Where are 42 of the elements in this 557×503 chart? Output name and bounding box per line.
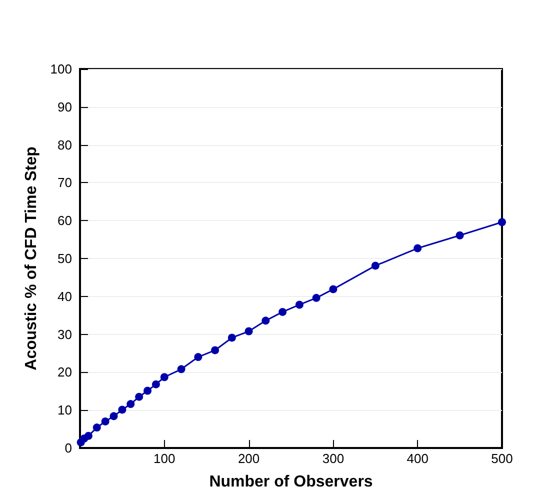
- y-tick-label: 20: [58, 364, 72, 380]
- point: [160, 373, 168, 382]
- y-axis-title: Acoustic % of CFD Time Step: [22, 146, 40, 370]
- point: [135, 392, 144, 401]
- point: [312, 294, 320, 302]
- point: [211, 346, 220, 354]
- point: [92, 424, 101, 432]
- point: [262, 316, 270, 325]
- x-tick-label: 300: [322, 451, 344, 466]
- point: [126, 400, 135, 408]
- y-tick-label: 40: [58, 288, 72, 304]
- y-tick-label: 100: [50, 62, 72, 76]
- y-tick-label: 70: [58, 175, 72, 190]
- x-tick-label: 200: [238, 451, 260, 466]
- point: [152, 380, 160, 388]
- point: [101, 417, 110, 426]
- point: [144, 386, 152, 395]
- x-tick-label: 100: [154, 451, 176, 466]
- y-tick-label: 30: [58, 326, 72, 342]
- x-tick-label: 500: [491, 451, 513, 466]
- x-axis-title: Number of Observers: [209, 474, 373, 490]
- point: [244, 327, 253, 336]
- x-tick-label: 400: [406, 451, 428, 466]
- point: [228, 334, 236, 342]
- point: [84, 432, 92, 440]
- point: [295, 300, 304, 309]
- point: [371, 262, 380, 270]
- point: [456, 231, 464, 240]
- point: [278, 308, 287, 316]
- point: [329, 285, 338, 294]
- y-tick-label: 50: [58, 251, 72, 266]
- y-tick-label: 60: [58, 213, 72, 228]
- point: [110, 412, 118, 420]
- y-tick-label: 0: [64, 440, 72, 456]
- point: [414, 244, 422, 252]
- y-tick-label: 10: [58, 402, 72, 418]
- point: [177, 365, 186, 374]
- y-tick-label: 90: [58, 99, 72, 114]
- y-tick-label: 80: [58, 137, 72, 152]
- point: [498, 218, 506, 226]
- point: [118, 406, 126, 414]
- point: [194, 353, 202, 362]
